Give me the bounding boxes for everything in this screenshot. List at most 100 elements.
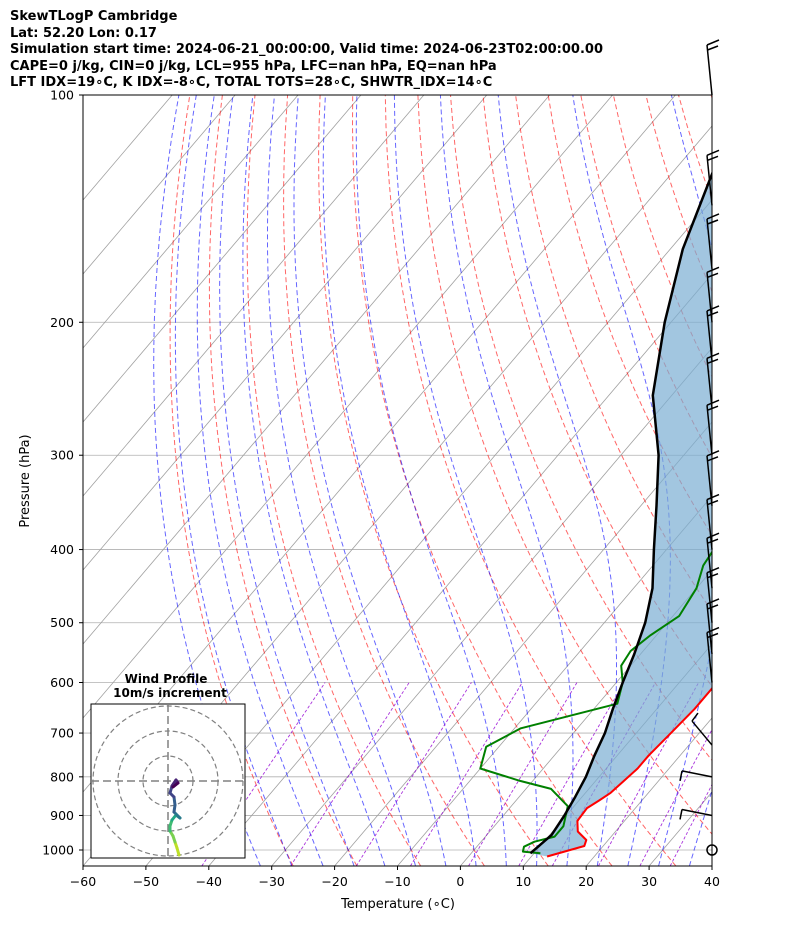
moist-adiabat [242, 95, 386, 866]
wind-barbs [679, 39, 720, 856]
y-tick-label: 800 [50, 769, 74, 784]
x-tick-label: −20 [321, 874, 347, 889]
y-tick-label: 900 [50, 808, 74, 823]
wind-barb [691, 720, 713, 746]
isotherm [83, 95, 362, 423]
chart-header: SkewTLogP Cambridge Lat: 52.20 Lon: 0.17… [10, 9, 603, 92]
isotherm [83, 95, 425, 497]
isotherm [334, 421, 712, 866]
background-lines [83, 95, 794, 866]
hodograph-title: Wind Profile [125, 672, 208, 686]
y-tick-label: 1000 [42, 843, 74, 858]
dry-adiabat [417, 95, 712, 835]
wind-barb-flag [679, 770, 683, 781]
x-tick-label: 40 [704, 874, 720, 889]
wind-barb [706, 310, 713, 361]
hodograph-inset: Wind Profile 10m/s increment [90, 672, 246, 859]
dewpoint-profile [479, 550, 712, 855]
wind-barb [706, 632, 713, 683]
y-tick-label: 100 [50, 88, 74, 103]
isotherm [397, 495, 712, 866]
wind-barb-flag [706, 598, 720, 605]
wind-barb-flag [707, 272, 719, 278]
isotherm [208, 273, 712, 866]
moist-adiabat [497, 95, 617, 866]
moist-adiabat [267, 95, 416, 866]
mixing-ratio-line [639, 728, 712, 866]
axes: −60 −50 −40 −30 −20 −10 0 10 20 30 40 100 200 300 400 5… [42, 88, 720, 890]
cape-line: CAPE=0 j/kg, CIN=0 j/kg, LCL=955 hPa, LF… [10, 58, 497, 74]
dry-adiabat [246, 95, 422, 866]
wind-barb-flag [707, 405, 719, 411]
dry-adiabat [208, 95, 358, 866]
dry-adiabat [384, 95, 677, 866]
isotherm [83, 95, 299, 349]
x-tick-label: −30 [259, 874, 285, 889]
mixing-ratio-line [598, 682, 700, 866]
mixing-ratio-line [669, 783, 712, 866]
moist-adiabat [393, 95, 538, 866]
y-tick-label: 400 [50, 542, 74, 557]
wind-barb-flag [707, 499, 719, 506]
wind-barb-flag [706, 493, 720, 501]
x-tick-label: 30 [641, 874, 657, 889]
wind-barb-flag [707, 573, 719, 579]
wind-barb-flag [707, 538, 719, 544]
x-tick-label: −60 [70, 874, 96, 889]
moist-adiabat [720, 95, 794, 866]
hodograph-trace [171, 781, 180, 789]
moist-adiabat [174, 95, 293, 866]
wind-barb-flag [707, 632, 719, 639]
wind-barb-flag [706, 149, 720, 157]
x-axis-label: Temperature (∘C) [340, 897, 455, 912]
wind-barb-flag [707, 456, 719, 462]
mixing-ratio-line [468, 682, 578, 866]
time-line: Simulation start time: 2024-06-21_00:00:… [10, 42, 603, 57]
wind-barb [706, 603, 713, 655]
dry-adiabat [169, 95, 294, 866]
indices-line: LFT IDX=19∘C, K IDX=-8∘C, TOTAL TOTS=28∘… [10, 75, 493, 90]
y-axis-label: Pressure (hPa) [18, 434, 33, 527]
dry-adiabat [776, 95, 794, 866]
wind-barb-flag [706, 305, 720, 312]
wind-barb-flag [679, 809, 683, 820]
wind-barb-flag [706, 450, 720, 457]
dry-adiabat [450, 95, 712, 762]
y-tick-label: 700 [50, 726, 74, 741]
x-tick-label: −10 [384, 874, 410, 889]
wind-barb-flag [707, 155, 719, 162]
dry-adiabat [710, 95, 712, 100]
moist-adiabat [219, 95, 355, 866]
wind-barb [706, 572, 713, 623]
y-tick-label: 200 [50, 315, 74, 330]
isotherm [711, 865, 712, 866]
cape-region [530, 174, 712, 857]
temperature-profile [546, 686, 712, 858]
wind-barb-flag [707, 311, 719, 317]
isotherm [83, 95, 613, 719]
wind-barb-flag [707, 604, 719, 610]
wind-barb [681, 770, 713, 778]
wind-barb [706, 218, 713, 270]
y-tick-label: 300 [50, 448, 74, 463]
location-line: Lat: 52.20 Lon: 0.17 [10, 25, 157, 41]
wind-barb-flag [707, 358, 719, 365]
mixing-ratio-line [290, 682, 410, 866]
wind-barb-flag [706, 266, 720, 273]
moist-adiabat [355, 95, 507, 866]
isotherm [585, 717, 712, 866]
moist-adiabat [293, 95, 447, 866]
wind-barb-flag [707, 219, 719, 225]
moist-adiabat [196, 95, 324, 866]
moist-adiabat [439, 95, 574, 866]
wind-barb [706, 44, 713, 96]
dry-adiabat [318, 95, 549, 866]
mixing-ratio-line [201, 682, 326, 866]
parcel-profile [529, 170, 712, 855]
dry-adiabat [283, 95, 485, 866]
wind-barb [706, 405, 713, 456]
dry-adiabat [515, 95, 712, 613]
wind-barb-flag [706, 39, 720, 46]
wind-barb-flag [706, 567, 720, 574]
x-tick-label: 20 [578, 874, 594, 889]
